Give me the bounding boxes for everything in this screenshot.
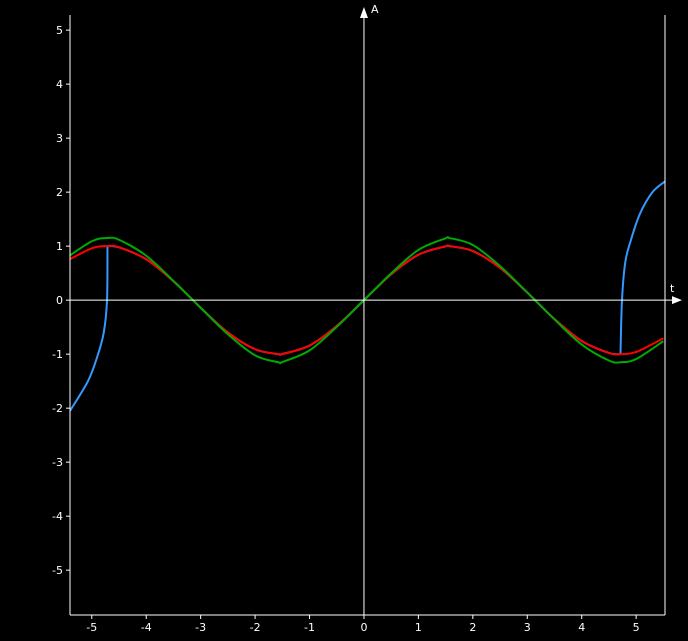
- y-tick-label: -4: [52, 510, 63, 523]
- y-tick-label: 1: [56, 240, 63, 253]
- y-tick-label: 0: [56, 294, 63, 307]
- y-tick-label: -1: [52, 348, 63, 361]
- x-tick-label: 0: [360, 621, 367, 634]
- y-tick-label: 3: [56, 132, 63, 145]
- x-axis-arrow-icon: [672, 296, 682, 305]
- x-tick-label: 5: [633, 621, 640, 634]
- series-line-0: [70, 246, 109, 412]
- x-tick-label: -1: [304, 621, 315, 634]
- x-tick-label: -5: [86, 621, 97, 634]
- y-axis-label: A: [371, 3, 379, 16]
- y-tick-label: 5: [56, 24, 63, 37]
- y-tick-label: -5: [52, 564, 63, 577]
- y-tick-label: -3: [52, 456, 63, 469]
- y-axis-arrow-icon: [359, 7, 368, 18]
- series-line-0: [619, 180, 665, 355]
- x-tick-label: 2: [469, 621, 476, 634]
- x-tick-label: -4: [141, 621, 152, 634]
- y-tick-label: 2: [56, 186, 63, 199]
- series-group: [70, 180, 665, 412]
- y-tick-label: -2: [52, 402, 63, 415]
- x-tick-label: 4: [578, 621, 585, 634]
- x-tick-label: 3: [524, 621, 531, 634]
- x-tick-label: 1: [415, 621, 422, 634]
- x-axis-label: t: [670, 282, 675, 295]
- x-tick-label: -3: [195, 621, 206, 634]
- y-tick-label: 4: [56, 78, 63, 91]
- x-tick-label: -2: [250, 621, 261, 634]
